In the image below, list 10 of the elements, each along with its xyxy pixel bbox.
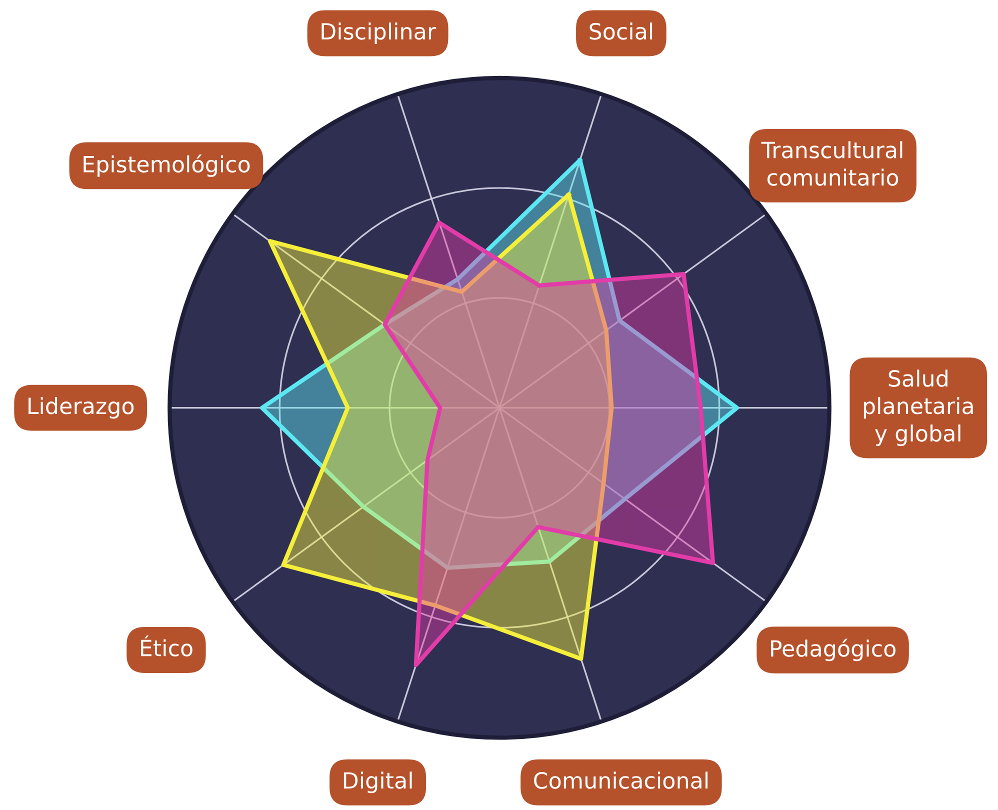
spoke-label: Digital <box>344 772 412 794</box>
spoke-label: Salud planetaria y global <box>864 370 973 446</box>
spoke-label: Disciplinar <box>322 22 436 44</box>
spoke-label: Epistemológico <box>84 154 250 177</box>
spoke-label: Pedagógico <box>771 638 896 662</box>
spoke-label: Ético <box>141 636 192 656</box>
spoke-label: Transcultural comunitario <box>761 141 902 186</box>
spoke-label: Comunicacional <box>534 772 708 789</box>
spoke-label: Liderazgo <box>28 397 134 419</box>
spoke-label: Social <box>590 22 652 40</box>
